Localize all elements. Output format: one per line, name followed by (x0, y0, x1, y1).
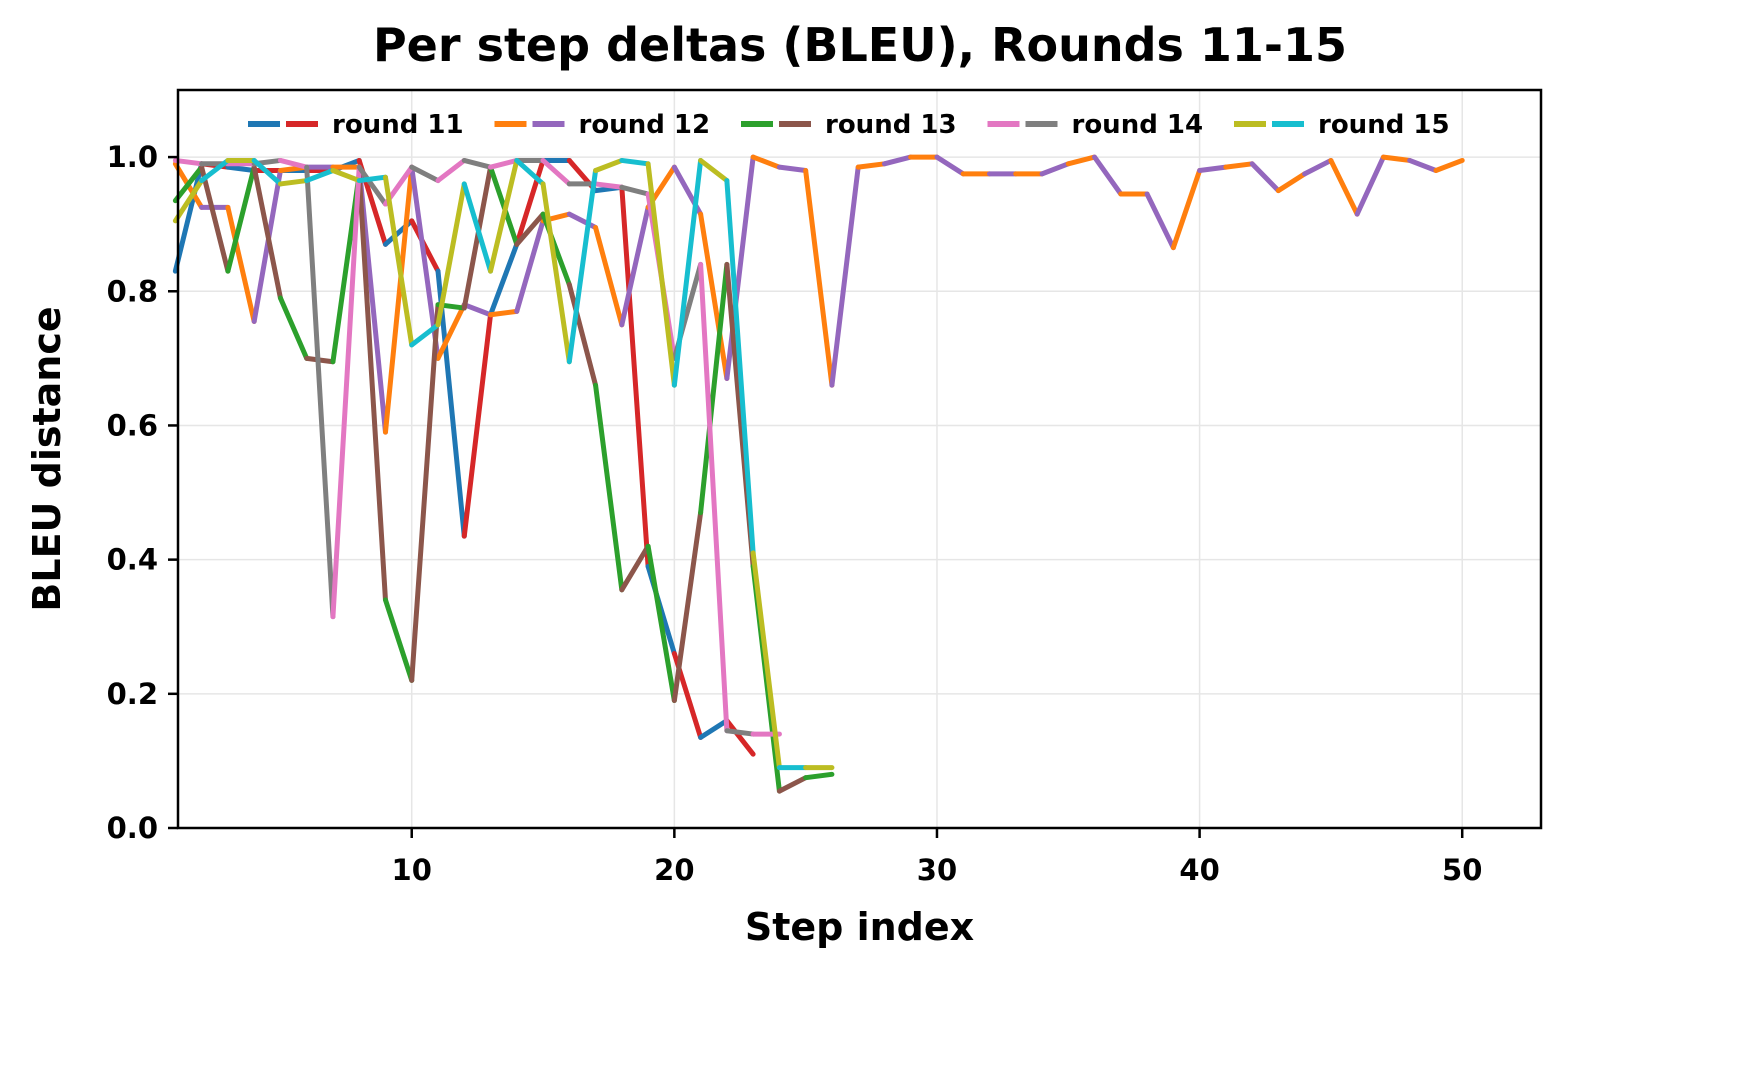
axes-frame (176, 88, 1543, 830)
series-round-12 (172, 154, 1465, 435)
x-tick-label: 20 (654, 853, 694, 887)
legend-label: round 11 (332, 110, 464, 140)
y-axis-label: BLEU distance (25, 306, 69, 611)
chart-title: Per step deltas (BLEU), Rounds 11-15 (372, 18, 1348, 72)
legend-item: round 11 (248, 110, 464, 140)
x-tick-label: 10 (392, 853, 432, 887)
x-tick-label: 30 (917, 853, 957, 887)
y-tick-label: 0.6 (107, 408, 158, 442)
y-tick-label: 1.0 (107, 140, 158, 174)
y-tick-label: 0.8 (107, 274, 158, 308)
series-round-15 (172, 157, 835, 771)
x-axis-label: Step index (745, 905, 974, 949)
legend: round 11 round 12 round 13 round 14 round 15 (248, 110, 1450, 140)
legend-label: round 13 (825, 110, 957, 140)
x-axis-ticks: 10 20 30 40 50 (392, 828, 1482, 887)
y-axis-ticks: 0.0 0.2 0.4 0.6 0.8 1.0 (107, 140, 178, 845)
legend-item: round 13 (741, 110, 957, 140)
y-tick-label: 0.2 (107, 677, 158, 711)
legend-item: round 14 (987, 110, 1204, 140)
x-tick-label: 40 (1179, 853, 1219, 887)
grid-lines (178, 90, 1541, 829)
legend-label: round 12 (579, 110, 711, 140)
legend-item: round 12 (494, 110, 711, 140)
y-tick-label: 0.4 (107, 543, 158, 577)
x-tick-label: 50 (1442, 853, 1482, 887)
series-lines (172, 154, 1465, 794)
legend-item: round 15 (1234, 110, 1450, 140)
legend-label: round 15 (1318, 110, 1450, 140)
y-tick-label: 0.0 (107, 811, 158, 845)
legend-label: round 14 (1072, 110, 1204, 140)
